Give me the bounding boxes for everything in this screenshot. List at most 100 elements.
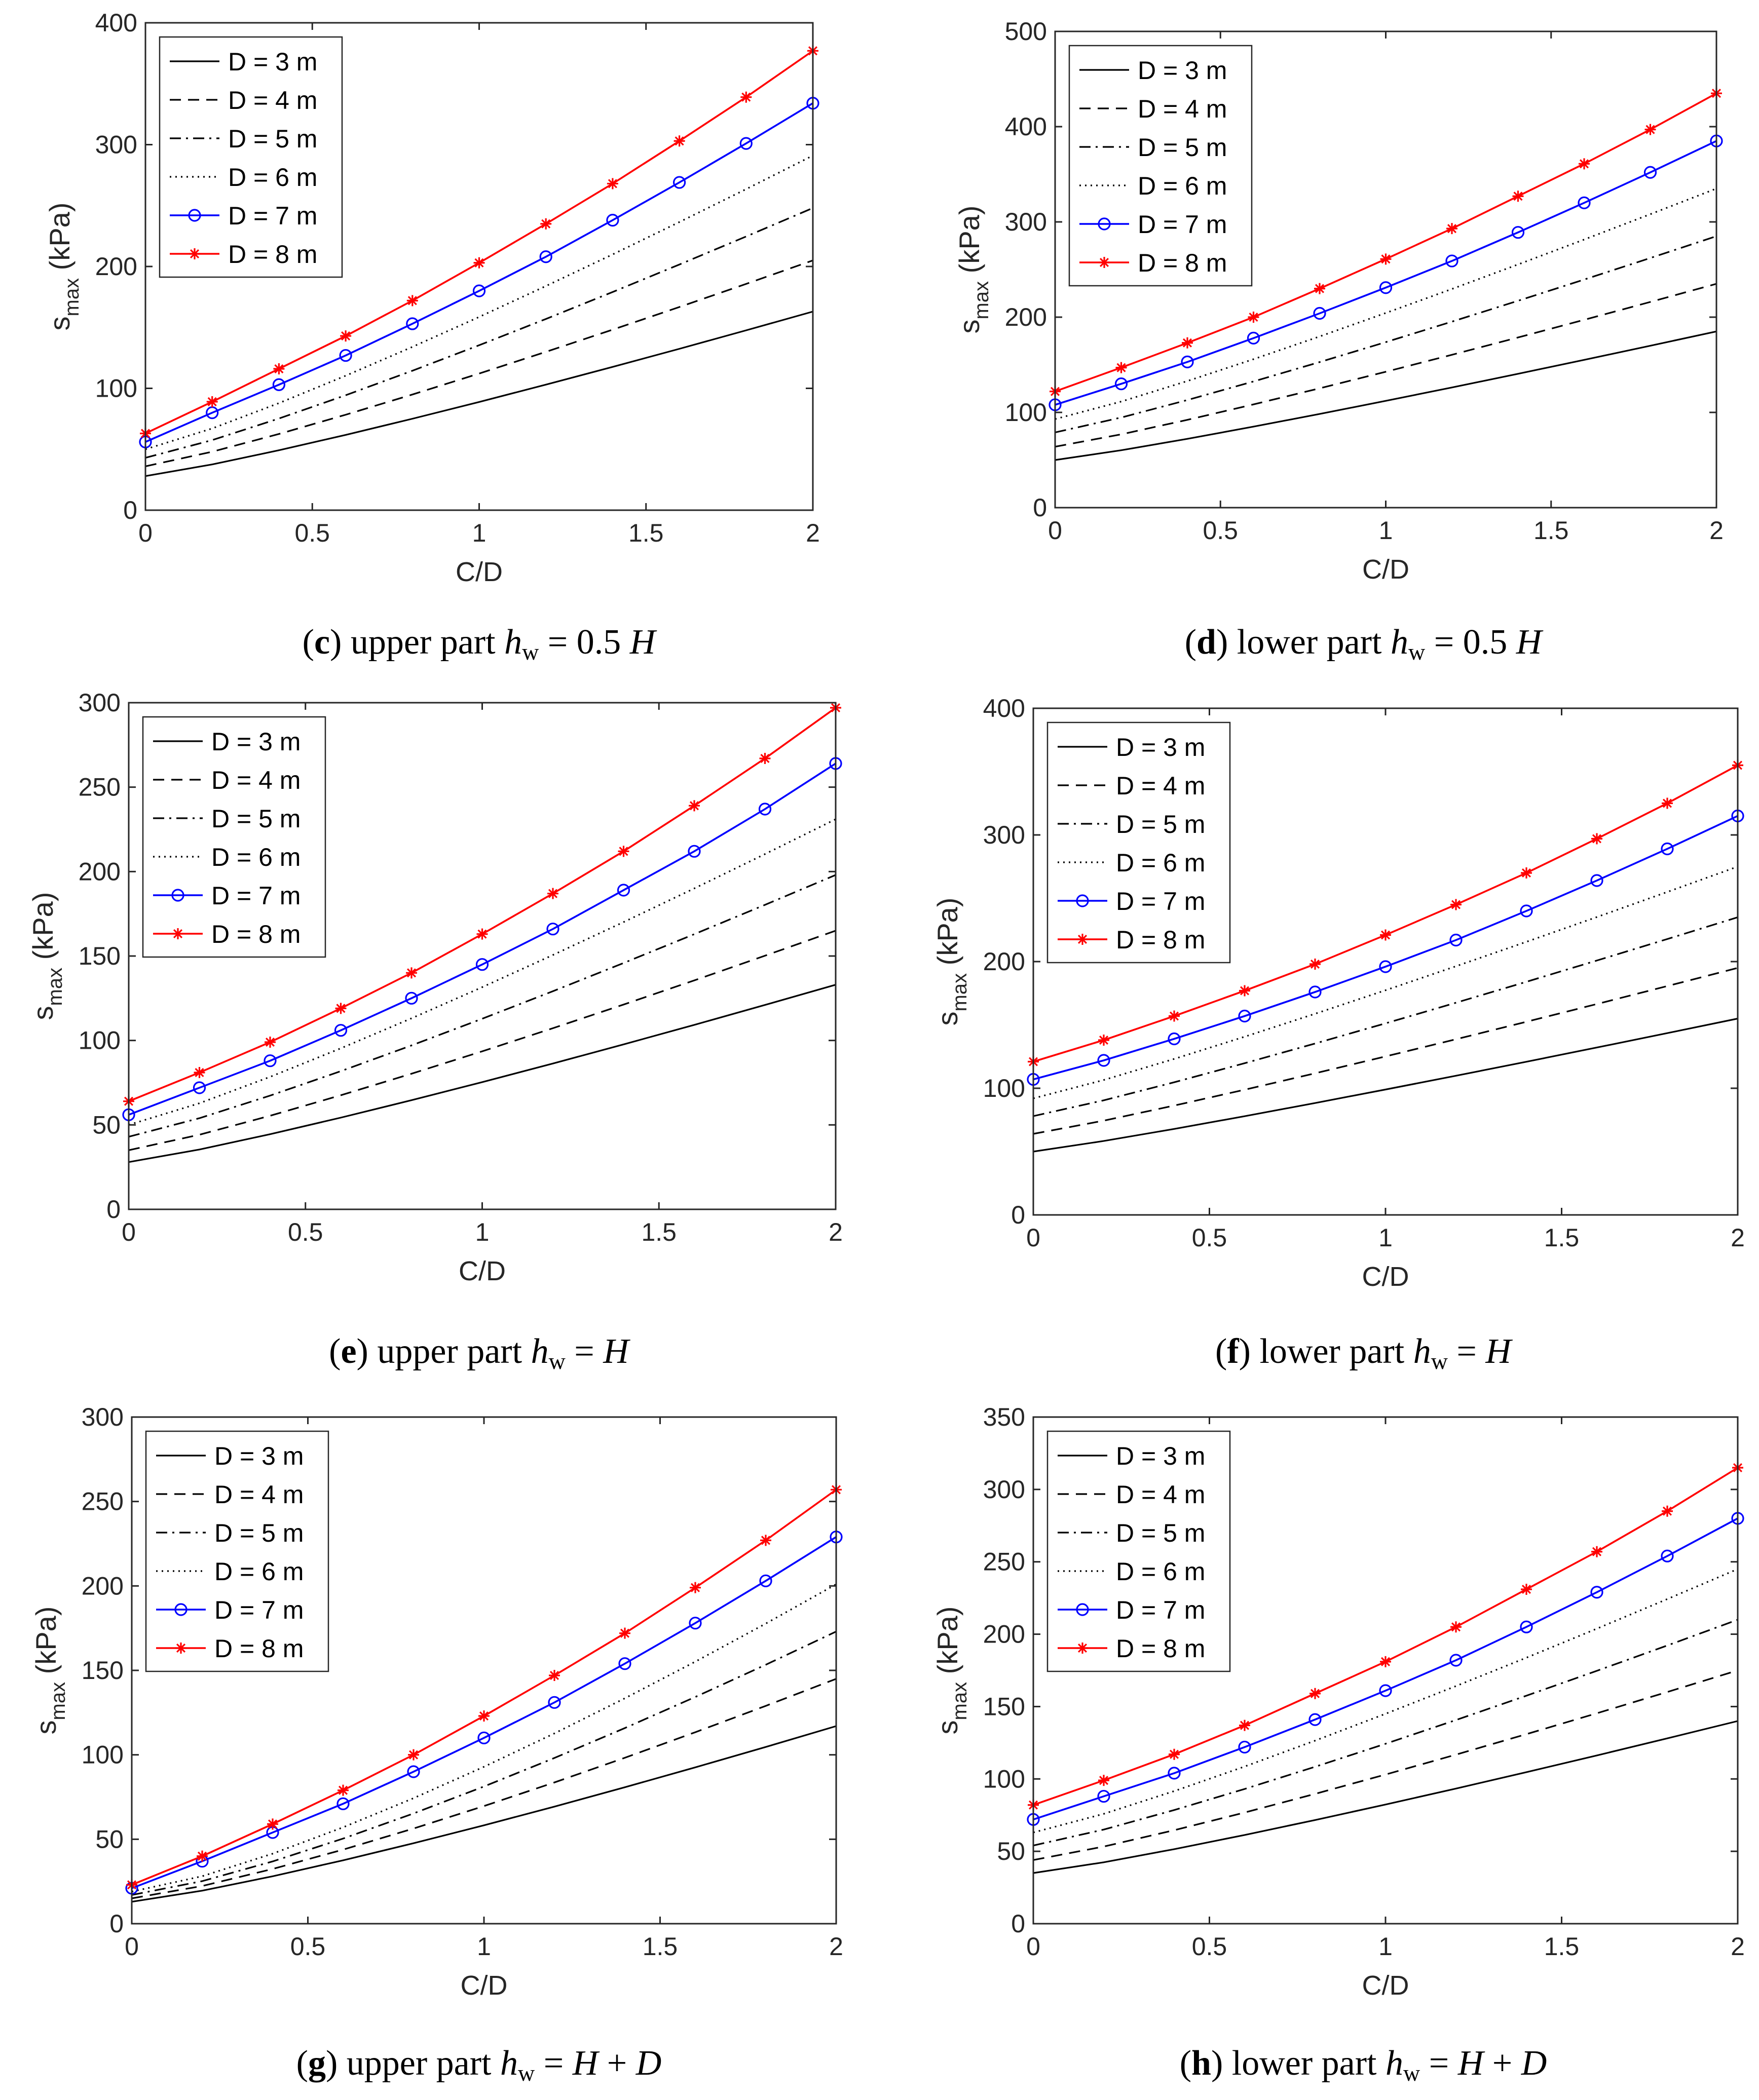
series-3 [1033,1619,1738,1847]
data-point [759,753,771,764]
data-point [1644,124,1656,135]
y-axis-label: smax (kPa) [931,1607,971,1735]
legend-entry: D = 3 m [1116,1442,1205,1470]
legend-marker [1076,1603,1089,1616]
legend-entry: D = 8 m [228,240,317,269]
data-point [1169,1010,1180,1022]
legend-entry: D = 4 m [1116,1480,1205,1509]
y-tick-label: 200 [983,1620,1025,1649]
series-6 [1028,1462,1743,1811]
caption-suffix: H [1457,2044,1485,2083]
caption-h: h [1391,623,1408,662]
legend-box [1046,721,1231,964]
legend-entry: D = 3 m [211,728,301,756]
legend-entry: D = 6 m [1138,172,1227,200]
series-2 [1055,283,1717,448]
data-point [478,1710,490,1722]
series-4 [145,155,813,450]
data-point [760,1535,771,1546]
y-tick-label: 100 [79,1026,121,1055]
data-point [472,284,486,297]
data-point [1097,1054,1110,1067]
legend: D = 3 m D = 4 m D = 5 m D = 6 m D = 7 m D = 8… [145,1430,329,1672]
legend-entry: D = 8 m [211,920,301,948]
y-tick-label: 500 [1005,17,1047,46]
x-tick-label: 2 [1731,1224,1745,1252]
series-4 [131,1583,837,1893]
data-point [406,967,417,979]
series-line [131,1583,837,1893]
x-axis-label: C/D [1362,1262,1409,1292]
caption-sub: w [1403,2060,1420,2086]
y-label-symbol: s [30,1720,62,1734]
data-point [1168,1767,1181,1780]
data-point [1313,307,1326,320]
legend-entry: D = 6 m [214,1557,304,1586]
panel-caption: (e) upper part hw = H [329,1332,630,1374]
legend-entry: D = 6 m [228,163,317,192]
data-point [473,257,485,269]
series-3 [131,1630,837,1896]
caption-part: ) lower part [1211,2044,1386,2083]
data-point [1238,1009,1251,1023]
caption-letter: h [1191,2044,1211,2083]
legend-box [142,716,326,958]
y-label-symbol: s [931,1011,963,1025]
series-3 [128,874,836,1138]
caption-eq: = [1420,2044,1457,2083]
y-tick-label: 0 [1011,1201,1025,1229]
legend-entry: D = 6 m [1116,849,1205,877]
caption-paren: ( [1185,623,1196,662]
caption-part: ) upper part [330,623,504,662]
x-tick-label: 2 [806,519,820,547]
data-point [338,1784,349,1796]
data-point [334,1024,348,1037]
data-point [758,803,772,816]
caption-letter: c [314,623,330,662]
y-tick-label: 400 [1005,112,1047,141]
legend-box [145,1430,329,1672]
series-3 [1055,235,1717,434]
legend: D = 3 m D = 4 m D = 5 m D = 6 m D = 7 m D = 8… [142,716,326,958]
legend: D = 3 m D = 4 m D = 5 m D = 6 m D = 7 m D = 8… [1046,1430,1231,1672]
y-tick-label: 0 [106,1195,121,1224]
y-label-unit: (kPa) [953,206,985,281]
caption-paren: ( [1180,2044,1191,2083]
legend-entry: D = 3 m [1138,56,1227,85]
y-label-subscript: max [44,968,66,1006]
y-tick-label: 400 [95,9,137,37]
series-line [1055,283,1717,448]
data-point [1309,1688,1321,1699]
data-point [197,1850,208,1862]
y-tick-label: 300 [1005,208,1047,236]
x-axis-label: C/D [461,1970,508,2001]
series-line [1033,1568,1738,1834]
data-point [1182,337,1193,349]
data-point [273,363,285,375]
series-line [1055,235,1717,434]
y-label-subscript: max [47,1682,69,1721]
x-tick-label: 1.5 [1544,1932,1580,1961]
data-point [618,846,629,857]
data-point [539,250,552,263]
caption-part: ) upper part [326,2044,500,2083]
legend-entry: D = 3 m [214,1442,304,1470]
data-point [740,91,752,103]
legend-box [1046,1430,1231,1672]
data-point [1239,985,1250,997]
caption-paren: ( [303,623,314,662]
x-tick-label: 0.5 [1192,1224,1227,1252]
series-4 [1033,865,1738,1099]
series-1 [1033,1017,1738,1153]
legend-marker [188,209,201,222]
legend-marker [1077,934,1088,945]
data-point [1445,254,1458,268]
x-axis-label: C/D [1362,1970,1409,2001]
data-point [1511,226,1525,239]
y-label-unit: (kPa) [931,898,963,973]
caption-part: ) lower part [1239,1332,1413,1371]
series-line [145,102,813,443]
legend-marker [175,1643,186,1654]
data-point [1662,797,1673,809]
data-point [1115,362,1127,373]
